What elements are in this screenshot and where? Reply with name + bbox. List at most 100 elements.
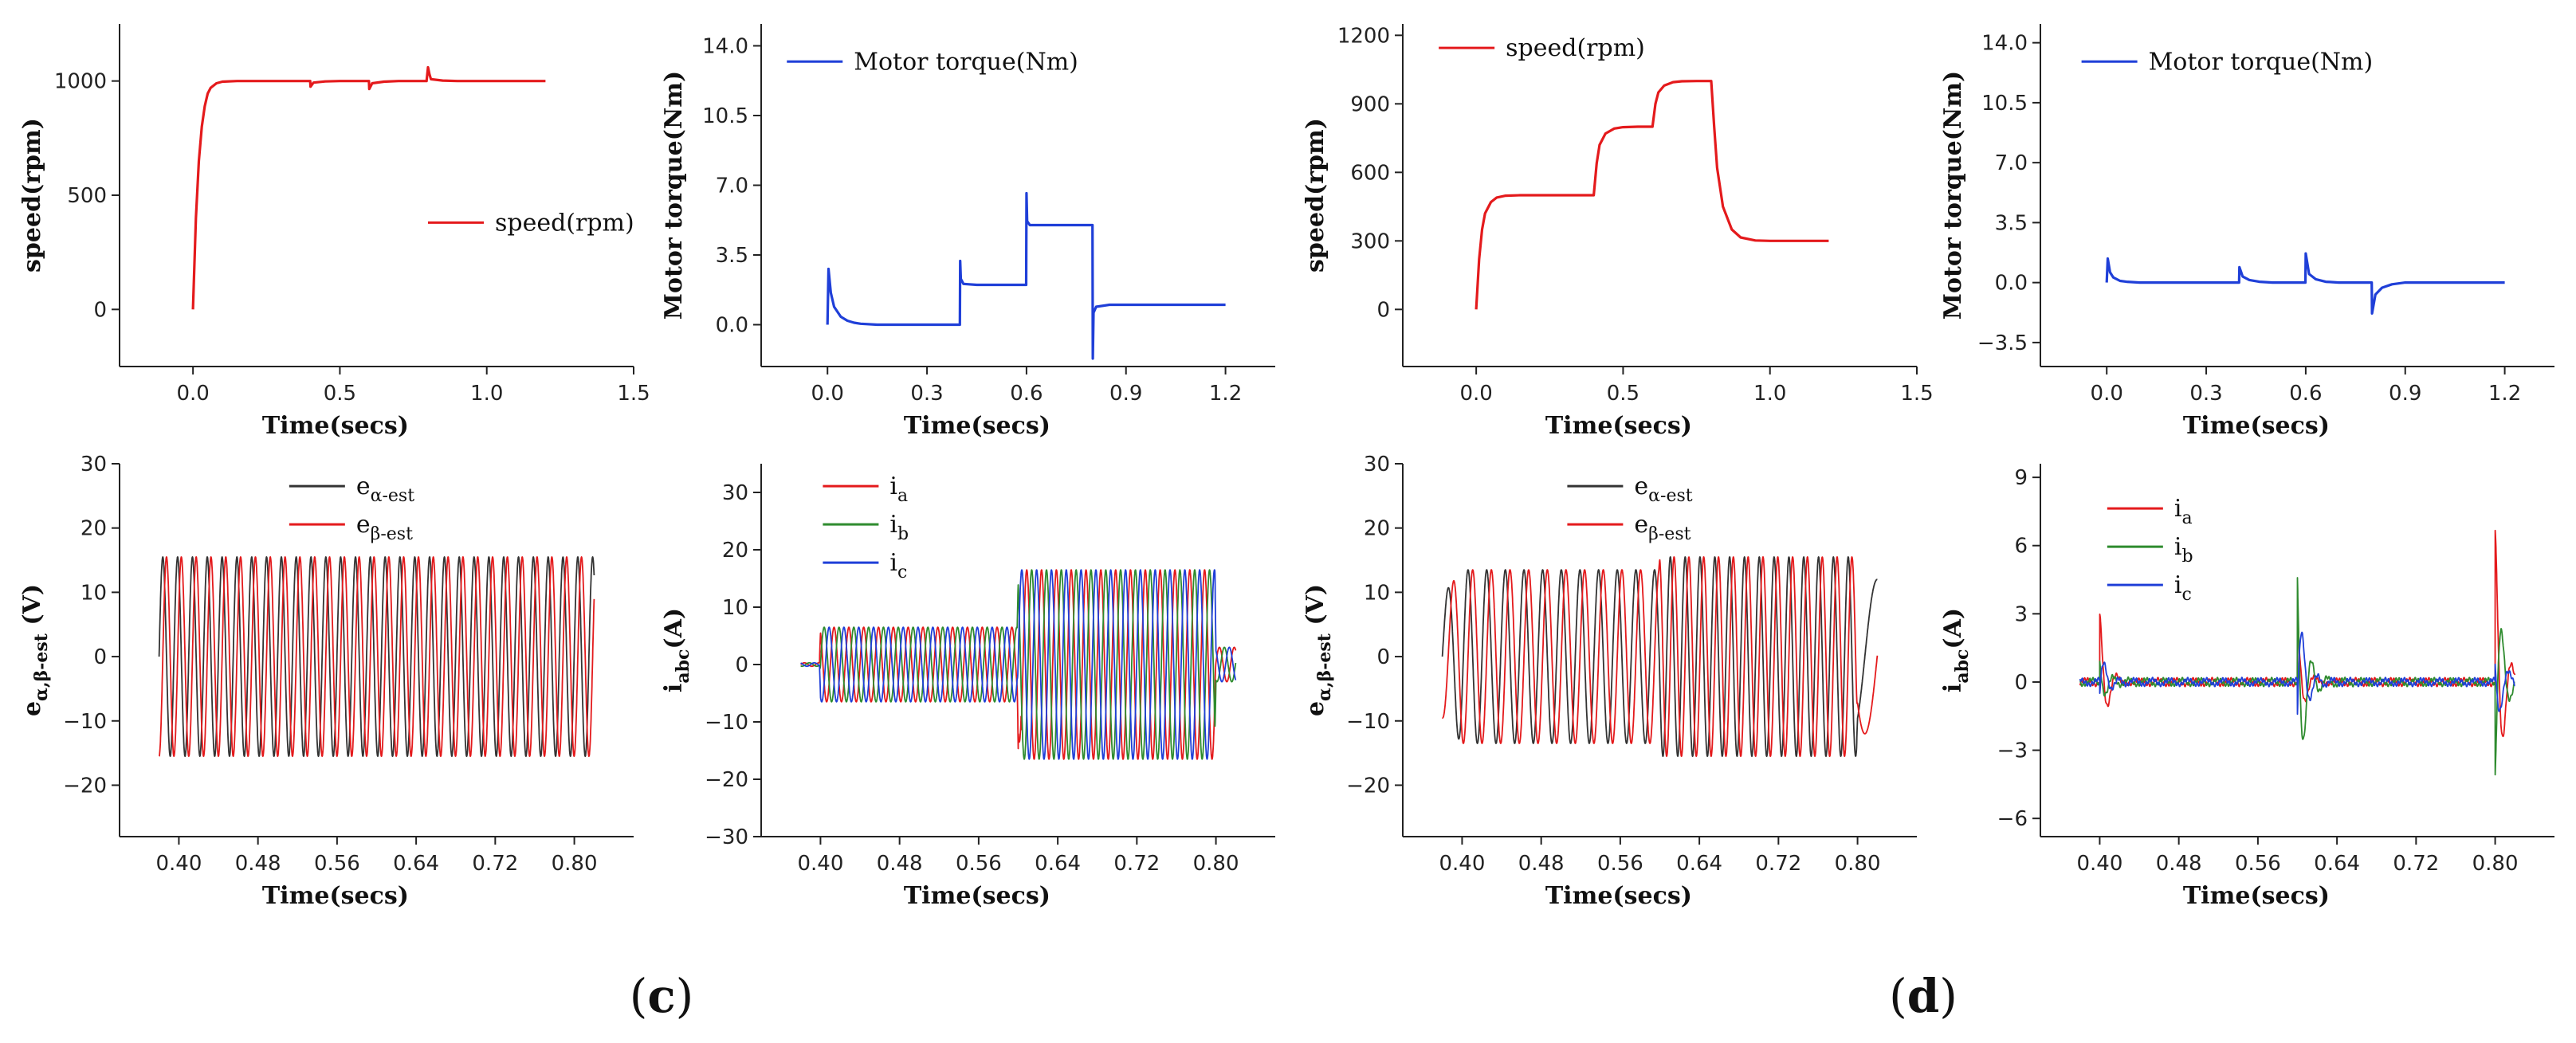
x-tick-label: 0.80 bbox=[1193, 852, 1239, 876]
figure-panels: 0.0 0.5 1.0 1.505001000Time(secs)speed(rpm)… bbox=[18, 24, 2554, 910]
y-tick-label: 30 bbox=[1364, 453, 1390, 476]
x-tick-label: 0.48 bbox=[1518, 852, 1565, 876]
x-tick-label: 0.56 bbox=[314, 852, 360, 876]
chart-d_torque: 0.0 0.3 0.6 0.9 1.2 −3.5 0.0 3.5 7.0 10.5 14.0 Time… bbox=[1939, 24, 2554, 440]
y-tick-label: −20 bbox=[1346, 774, 1390, 798]
y-tick-label: −3 bbox=[1997, 739, 2028, 763]
legend: ia ib ic bbox=[823, 472, 909, 582]
y-tick-label: 10.5 bbox=[1981, 92, 2028, 116]
legend-label: speed(rpm) bbox=[1506, 34, 1645, 62]
x-axis-label: Time(secs) bbox=[262, 412, 409, 440]
y-tick-label: 6 bbox=[2014, 535, 2028, 559]
x-tick-label: 0.64 bbox=[1676, 852, 1722, 876]
y-tick-label: 30 bbox=[722, 481, 748, 505]
legend-label: eα-est bbox=[1634, 472, 1692, 506]
chart-c_current: 0.40 0.48 0.56 0.64 0.72 0.80 −30 −20 −10 0 10 20 30… bbox=[660, 464, 1275, 910]
plot-area bbox=[158, 556, 595, 757]
chart-c_emf: 0.40 0.48 0.56 0.64 0.72 0.80 −20 −10 0 10 20 30 Tim… bbox=[18, 453, 634, 910]
y-tick-label: 10 bbox=[80, 581, 107, 605]
y-axis-label: iabc(A) bbox=[1939, 608, 1973, 692]
plot-area bbox=[1475, 80, 1829, 310]
x-tick-label: 1.2 bbox=[1209, 382, 1242, 406]
y-tick-label: 20 bbox=[722, 539, 748, 563]
x-tick-label: 0.3 bbox=[910, 382, 943, 406]
chart-c_torque: 0.0 0.3 0.6 0.9 1.2 0.0 3.5 7.0 10.5 14.0 Time(sec… bbox=[660, 24, 1275, 440]
y-tick-label: 7.0 bbox=[716, 174, 748, 198]
legend-label: ia bbox=[2174, 495, 2193, 528]
x-tick-label: 0.72 bbox=[1755, 852, 1801, 876]
x-axis-label: Time(secs) bbox=[1545, 882, 1692, 910]
x-tick-label: 0.56 bbox=[2235, 852, 2281, 876]
y-tick-label: 3.5 bbox=[716, 244, 748, 268]
x-axis-label: Time(secs) bbox=[904, 412, 1050, 440]
y-tick-label: 0 bbox=[93, 298, 107, 322]
legend: speed(rpm) bbox=[428, 209, 634, 237]
x-tick-label: 1.0 bbox=[470, 382, 503, 406]
y-tick-label: 3 bbox=[2014, 602, 2028, 626]
y-tick-label: 3.5 bbox=[1995, 211, 2028, 235]
x-tick-label: 0.64 bbox=[2314, 852, 2360, 876]
plot-area bbox=[191, 65, 546, 310]
y-tick-label: 600 bbox=[1350, 161, 1390, 185]
x-tick-label: 0.6 bbox=[1010, 382, 1043, 406]
y-tick-label: 0 bbox=[2014, 671, 2028, 695]
legend-label: speed(rpm) bbox=[495, 209, 634, 237]
x-tick-label: 1.0 bbox=[1753, 382, 1786, 406]
x-axis-label: Time(secs) bbox=[262, 882, 409, 910]
legend: eα-est eβ-est bbox=[1567, 472, 1693, 544]
legend: ia ib ic bbox=[2107, 495, 2193, 605]
x-tick-label: 0.48 bbox=[2156, 852, 2202, 876]
y-tick-label: −6 bbox=[1997, 807, 2028, 831]
y-axis-label: Motor torque(Nm) bbox=[660, 71, 688, 320]
x-tick-label: 0.0 bbox=[2091, 382, 2123, 406]
plot-area bbox=[826, 191, 1226, 360]
caption-d: (d) bbox=[1889, 969, 1958, 1023]
x-tick-label: 0.0 bbox=[1459, 382, 1492, 406]
y-tick-label: 0 bbox=[1376, 298, 1390, 322]
y-tick-label: 10 bbox=[722, 596, 748, 620]
x-tick-label: 0.9 bbox=[2389, 382, 2421, 406]
caption-c-letter: c bbox=[647, 969, 675, 1023]
y-axis-label: eα,β-est (V) bbox=[18, 584, 52, 716]
y-tick-label: 10 bbox=[1364, 581, 1390, 605]
y-tick-label: 0.0 bbox=[1995, 272, 2028, 296]
x-tick-label: 1.5 bbox=[1900, 382, 1933, 406]
x-axis-label: Time(secs) bbox=[2183, 882, 2330, 910]
x-tick-label: 0.80 bbox=[552, 852, 598, 876]
x-tick-label: 0.48 bbox=[877, 852, 923, 876]
y-tick-label: −30 bbox=[705, 825, 748, 849]
x-tick-label: 0.9 bbox=[1109, 382, 1142, 406]
y-tick-label: 500 bbox=[67, 184, 107, 208]
x-tick-label: 0.72 bbox=[2393, 852, 2439, 876]
legend-label: ib bbox=[2174, 533, 2193, 567]
x-tick-label: 0.40 bbox=[1439, 852, 1485, 876]
x-tick-label: 0.72 bbox=[472, 852, 518, 876]
series-line-ib bbox=[2079, 577, 2516, 776]
x-tick-label: 0.64 bbox=[1035, 852, 1081, 876]
series-line-ia bbox=[799, 569, 1237, 760]
y-tick-label: −10 bbox=[1346, 710, 1390, 734]
y-axis-label: speed(rpm) bbox=[18, 118, 46, 273]
y-tick-label: 20 bbox=[80, 517, 107, 541]
y-tick-label: 9 bbox=[2014, 466, 2028, 490]
x-tick-label: 0.0 bbox=[811, 382, 844, 406]
y-tick-label: −20 bbox=[705, 768, 748, 792]
y-tick-label: 900 bbox=[1350, 92, 1390, 116]
y-tick-label: −10 bbox=[705, 711, 748, 735]
x-tick-label: 0.80 bbox=[2472, 852, 2519, 876]
legend-label: ic bbox=[889, 549, 907, 582]
y-tick-label: 20 bbox=[1364, 517, 1390, 541]
y-tick-label: 7.0 bbox=[1995, 151, 2028, 175]
legend: speed(rpm) bbox=[1439, 34, 1645, 62]
caption-d-letter: d bbox=[1907, 969, 1940, 1023]
x-tick-label: 0.6 bbox=[2289, 382, 2322, 406]
x-tick-label: 0.56 bbox=[956, 852, 1002, 876]
series-line-eβ-est bbox=[1441, 556, 1879, 757]
y-tick-label: 0 bbox=[1376, 645, 1390, 669]
y-axis-label: eα,β-est (V) bbox=[1302, 584, 1335, 716]
x-tick-label: 0.56 bbox=[1597, 852, 1643, 876]
y-axis-label: speed(rpm) bbox=[1302, 118, 1329, 273]
y-tick-label: 1200 bbox=[1337, 24, 1390, 48]
series-line-Motor torque(Nm) bbox=[2105, 252, 2505, 315]
